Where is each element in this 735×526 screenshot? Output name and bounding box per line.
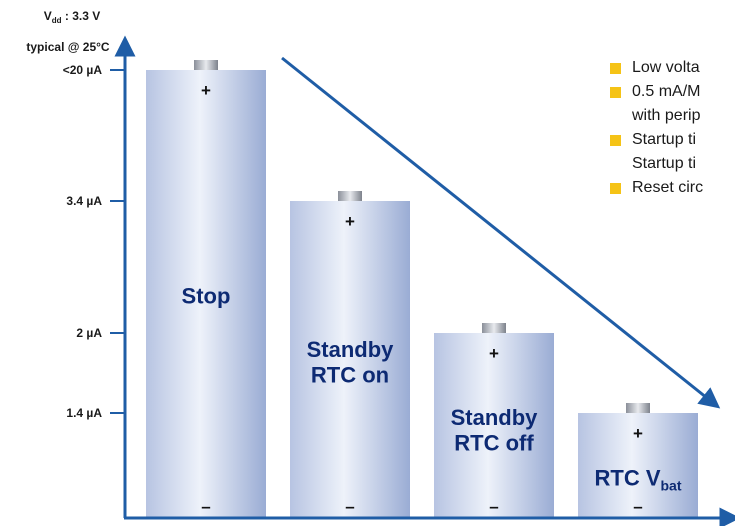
battery-cap bbox=[626, 403, 650, 413]
minus-terminal: – bbox=[633, 497, 642, 516]
supply-suffix: : 3.3 V bbox=[62, 9, 101, 23]
note-item: Low volta bbox=[610, 56, 735, 80]
plus-terminal: + bbox=[633, 424, 643, 443]
bar-body bbox=[146, 70, 266, 518]
minus-terminal: – bbox=[345, 497, 354, 516]
bar-label: Standby bbox=[451, 405, 539, 430]
y-tick-label: 1.4 µA bbox=[66, 406, 102, 420]
note-text: Startup ti bbox=[632, 131, 697, 148]
note-item: Reset circ bbox=[610, 176, 735, 200]
battery-cap bbox=[194, 60, 218, 70]
bar-label: Standby bbox=[307, 337, 395, 362]
supply-sub: dd bbox=[52, 16, 62, 25]
note-text: 0.5 mA/M bbox=[632, 83, 701, 100]
supply-prefix: V bbox=[44, 9, 52, 23]
battery-bar: + – RTC Vbat bbox=[578, 403, 698, 518]
minus-terminal: – bbox=[201, 497, 210, 516]
bar-label: Stop bbox=[182, 284, 231, 309]
y-ticks-group: <20 µA 3.4 µA 2 µA 1.4 µA bbox=[63, 63, 125, 420]
y-tick-label: 3.4 µA bbox=[66, 194, 102, 208]
note-item: Startup ti Startup ti bbox=[610, 128, 735, 176]
y-tick-label: 2 µA bbox=[76, 326, 102, 340]
bar-body bbox=[434, 333, 554, 518]
bar-label: RTC off bbox=[454, 430, 534, 455]
battery-bar: + – Stop bbox=[146, 60, 266, 518]
note-text: with perip bbox=[632, 107, 701, 124]
plus-terminal: + bbox=[489, 344, 499, 363]
note-text: Reset circ bbox=[632, 179, 704, 196]
condition-label: typical @ 25°C bbox=[26, 40, 110, 54]
battery-cap bbox=[338, 191, 362, 201]
note-text: Low volta bbox=[632, 59, 700, 76]
bar-body bbox=[578, 413, 698, 518]
note-text: Startup ti bbox=[632, 155, 697, 172]
plus-terminal: + bbox=[345, 212, 355, 231]
note-item: 0.5 mA/M with perip bbox=[610, 80, 735, 128]
bar-label: RTC Vbat bbox=[595, 466, 682, 494]
minus-terminal: – bbox=[489, 497, 498, 516]
bar-label: RTC on bbox=[311, 362, 389, 387]
bar-body bbox=[290, 201, 410, 518]
y-tick-label: <20 µA bbox=[63, 63, 103, 77]
plus-terminal: + bbox=[201, 81, 211, 100]
supply-voltage-label: Vdd : 3.3 V bbox=[44, 9, 100, 25]
feature-notes-list: Low volta 0.5 mA/M with perip Startup ti Sta… bbox=[610, 56, 735, 200]
battery-cap bbox=[482, 323, 506, 333]
trend-arrow bbox=[281, 56, 721, 409]
